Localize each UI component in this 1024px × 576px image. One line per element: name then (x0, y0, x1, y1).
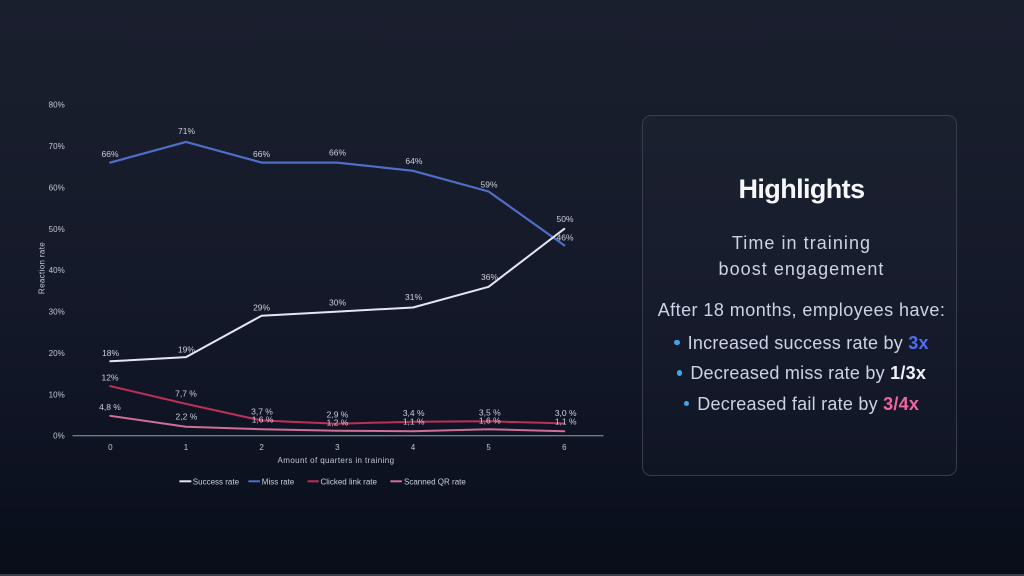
svg-text:20%: 20% (49, 349, 65, 358)
svg-text:70%: 70% (49, 142, 65, 151)
svg-text:3,0 %: 3,0 % (555, 408, 577, 418)
svg-text:Miss rate: Miss rate (262, 477, 295, 486)
svg-text:7,7 %: 7,7 % (175, 389, 197, 399)
svg-text:0: 0 (108, 443, 113, 452)
svg-text:Reaction rate: Reaction rate (38, 242, 47, 294)
svg-text:Success rate: Success rate (193, 477, 240, 486)
svg-text:10%: 10% (49, 390, 65, 399)
svg-text:71%: 71% (178, 126, 195, 136)
svg-text:4: 4 (411, 443, 416, 452)
svg-text:Clicked link rate: Clicked link rate (321, 477, 378, 486)
svg-text:30%: 30% (49, 308, 65, 317)
svg-text:64%: 64% (405, 156, 422, 166)
svg-text:1,6 %: 1,6 % (252, 415, 274, 425)
svg-text:1,1 %: 1,1 % (555, 417, 577, 427)
svg-text:0%: 0% (53, 432, 65, 441)
svg-text:2,9 %: 2,9 % (327, 410, 349, 420)
svg-text:19%: 19% (178, 345, 195, 355)
svg-text:46%: 46% (556, 233, 573, 243)
svg-text:3,7 %: 3,7 % (251, 406, 273, 416)
svg-text:18%: 18% (102, 348, 119, 358)
svg-text:Scanned QR rate: Scanned QR rate (404, 477, 466, 486)
svg-text:50%: 50% (49, 225, 65, 234)
svg-text:3: 3 (335, 443, 340, 452)
svg-text:36%: 36% (481, 272, 498, 282)
svg-text:2: 2 (259, 443, 264, 452)
svg-text:66%: 66% (101, 149, 118, 159)
svg-text:66%: 66% (329, 148, 346, 158)
svg-text:80%: 80% (49, 101, 65, 110)
svg-text:1,1 %: 1,1 % (403, 416, 425, 426)
svg-text:6: 6 (562, 443, 567, 452)
svg-text:60%: 60% (49, 183, 65, 192)
svg-text:1: 1 (184, 443, 189, 452)
svg-text:40%: 40% (49, 266, 65, 275)
svg-text:5: 5 (486, 443, 491, 452)
svg-text:59%: 59% (480, 180, 497, 190)
svg-text:50%: 50% (556, 214, 573, 224)
svg-text:1,6 %: 1,6 % (479, 415, 501, 425)
svg-text:30%: 30% (329, 298, 346, 308)
svg-text:1,2 %: 1,2 % (327, 418, 349, 428)
svg-text:4,8 %: 4,8 % (99, 402, 121, 412)
svg-text:3,4 %: 3,4 % (403, 408, 425, 418)
svg-text:12%: 12% (101, 372, 118, 382)
svg-text:3,5 %: 3,5 % (479, 408, 501, 418)
svg-text:66%: 66% (253, 149, 270, 159)
svg-text:2,2 %: 2,2 % (176, 412, 198, 422)
svg-text:29%: 29% (253, 303, 270, 313)
svg-text:Amount of quarters in training: Amount of quarters in training (278, 456, 395, 465)
svg-text:31%: 31% (405, 292, 422, 302)
